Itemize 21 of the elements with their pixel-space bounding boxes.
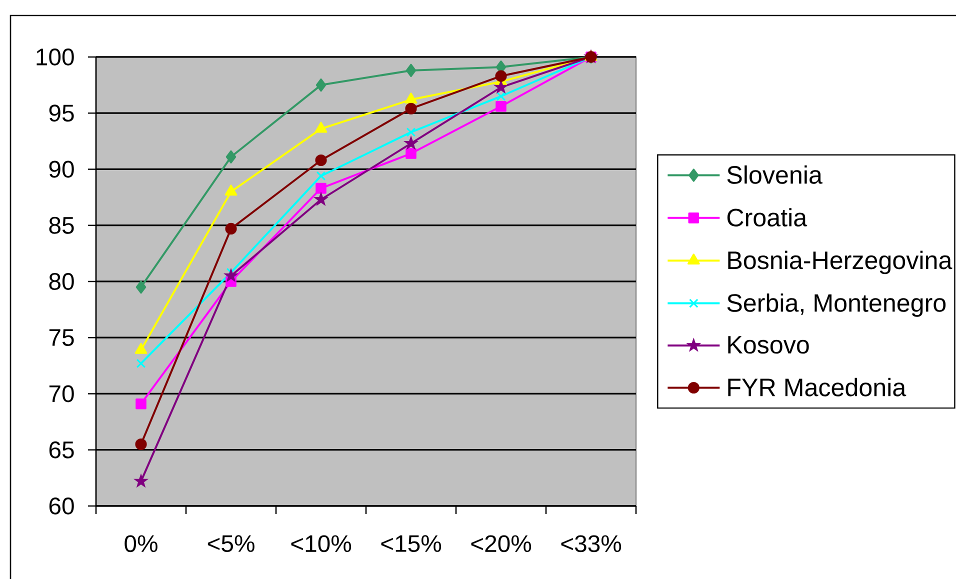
y-tick-label: 90 (49, 160, 74, 178)
legend-label: Bosnia-Herzegovina (728, 250, 952, 274)
x-tick-label: <10% (291, 535, 352, 552)
y-tick-label: 70 (49, 385, 74, 402)
y-tick-label: 60 (49, 498, 74, 514)
legend-label: Serbia, Montenegro (727, 293, 946, 317)
y-tick-label: 100 (36, 48, 74, 66)
legend-label: Croatia (727, 208, 808, 227)
y-tick-label: 65 (49, 441, 74, 458)
legend-label: FYR Macedonia (728, 378, 906, 396)
y-tick-label: 75 (49, 329, 74, 346)
x-tick-label: 0% (124, 535, 158, 552)
legend-label: Slovenia (727, 165, 822, 184)
x-tick-label: <33% (561, 535, 622, 552)
legend-label: Kosovo (728, 336, 809, 354)
y-tick-label: 95 (49, 104, 74, 122)
y-tick-label: 85 (49, 216, 74, 234)
x-tick-label: <5% (208, 535, 254, 552)
y-tick-label: 80 (49, 273, 74, 290)
x-tick-label: <20% (471, 535, 532, 552)
x-tick-label: <15% (381, 535, 442, 552)
